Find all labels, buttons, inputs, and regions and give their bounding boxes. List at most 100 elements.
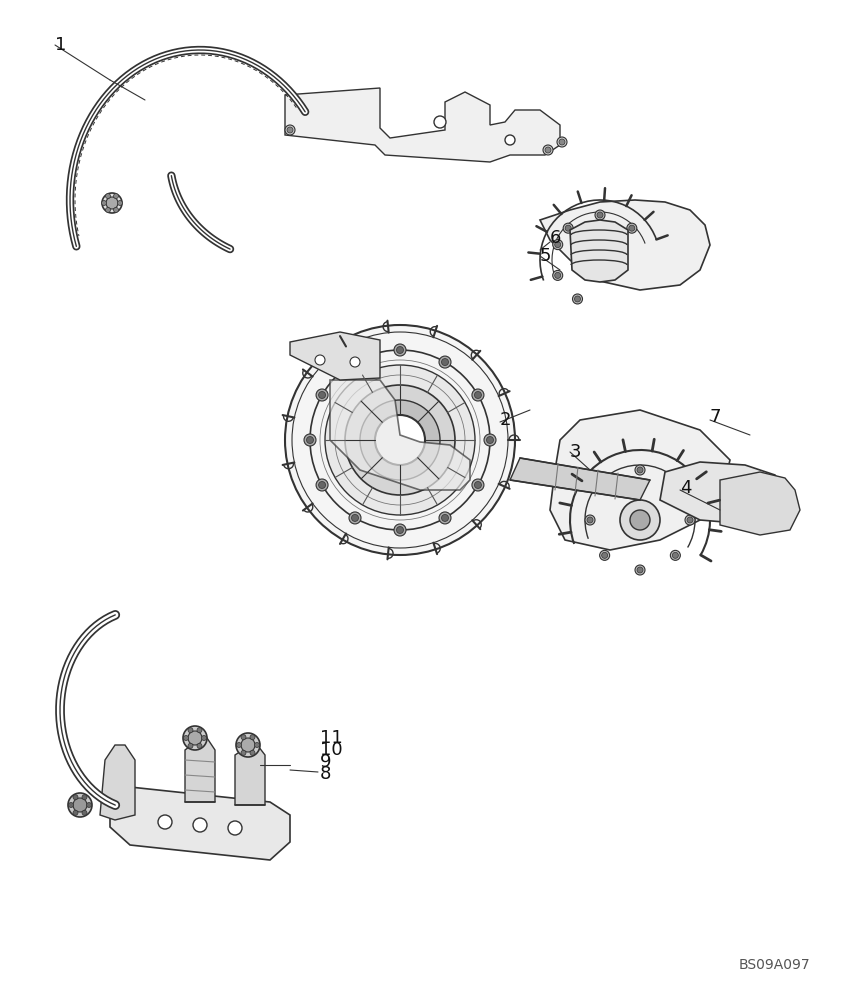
Circle shape	[484, 434, 496, 446]
Circle shape	[627, 223, 637, 233]
Circle shape	[117, 200, 122, 206]
Circle shape	[574, 296, 580, 302]
Circle shape	[236, 733, 260, 757]
Circle shape	[350, 357, 360, 367]
Polygon shape	[510, 458, 650, 500]
Circle shape	[114, 194, 118, 199]
Circle shape	[442, 514, 449, 521]
Circle shape	[188, 731, 202, 745]
Circle shape	[555, 242, 561, 248]
Circle shape	[201, 736, 206, 740]
Circle shape	[82, 810, 87, 815]
Circle shape	[102, 193, 122, 213]
Circle shape	[188, 743, 193, 748]
Circle shape	[250, 750, 255, 755]
Circle shape	[442, 359, 449, 366]
Circle shape	[591, 251, 609, 269]
Circle shape	[685, 515, 695, 525]
Circle shape	[472, 389, 484, 401]
Polygon shape	[570, 220, 628, 282]
Circle shape	[304, 434, 316, 446]
Circle shape	[114, 207, 118, 212]
Circle shape	[587, 517, 593, 523]
Circle shape	[635, 465, 645, 475]
Circle shape	[193, 818, 207, 832]
Circle shape	[352, 359, 359, 366]
Circle shape	[559, 139, 565, 145]
Circle shape	[394, 344, 406, 356]
Circle shape	[620, 500, 660, 540]
Text: 10: 10	[320, 741, 342, 759]
Circle shape	[582, 242, 618, 278]
Polygon shape	[550, 410, 730, 550]
Polygon shape	[100, 745, 135, 820]
Circle shape	[73, 798, 87, 812]
Circle shape	[635, 565, 645, 575]
Circle shape	[316, 389, 328, 401]
Polygon shape	[185, 735, 215, 802]
Polygon shape	[110, 787, 290, 860]
Circle shape	[557, 137, 567, 147]
Circle shape	[287, 127, 293, 133]
Circle shape	[672, 482, 678, 488]
Circle shape	[306, 436, 313, 444]
Circle shape	[250, 735, 255, 740]
Text: BS09A097: BS09A097	[739, 958, 810, 972]
Circle shape	[637, 467, 643, 473]
Circle shape	[285, 125, 295, 135]
Text: 9: 9	[320, 753, 331, 771]
Circle shape	[73, 810, 78, 815]
Circle shape	[254, 742, 259, 748]
Circle shape	[158, 815, 172, 829]
Circle shape	[396, 526, 403, 534]
Circle shape	[316, 479, 328, 491]
Circle shape	[474, 482, 481, 488]
Text: 2: 2	[500, 411, 512, 429]
Circle shape	[670, 550, 681, 560]
Text: 6: 6	[550, 229, 562, 247]
Circle shape	[228, 821, 242, 835]
Circle shape	[73, 795, 78, 800]
Circle shape	[585, 515, 595, 525]
Circle shape	[188, 728, 193, 733]
Circle shape	[472, 479, 484, 491]
Polygon shape	[660, 462, 785, 525]
Polygon shape	[720, 472, 800, 535]
Circle shape	[86, 802, 92, 808]
Circle shape	[68, 802, 74, 808]
Circle shape	[573, 294, 582, 304]
Circle shape	[183, 736, 188, 740]
Circle shape	[106, 197, 118, 209]
Circle shape	[474, 391, 481, 398]
Circle shape	[600, 480, 609, 490]
Circle shape	[600, 550, 609, 560]
Circle shape	[82, 795, 87, 800]
Circle shape	[105, 207, 110, 212]
Circle shape	[315, 355, 325, 365]
Circle shape	[345, 385, 455, 495]
Circle shape	[285, 325, 515, 555]
Text: 7: 7	[710, 408, 722, 426]
Circle shape	[394, 524, 406, 536]
Circle shape	[553, 270, 562, 280]
Circle shape	[553, 240, 562, 250]
Text: 11: 11	[320, 729, 342, 747]
Circle shape	[672, 552, 678, 558]
Circle shape	[687, 517, 693, 523]
Polygon shape	[290, 332, 380, 380]
Circle shape	[602, 482, 608, 488]
Circle shape	[375, 415, 425, 465]
Circle shape	[637, 567, 643, 573]
Circle shape	[349, 512, 361, 524]
Circle shape	[241, 750, 246, 755]
Polygon shape	[330, 380, 470, 490]
Circle shape	[236, 742, 241, 748]
Circle shape	[670, 480, 681, 490]
Circle shape	[241, 735, 246, 740]
Circle shape	[396, 347, 403, 354]
Circle shape	[197, 728, 202, 733]
Circle shape	[352, 514, 359, 521]
Circle shape	[439, 356, 451, 368]
Circle shape	[318, 391, 325, 398]
Text: 5: 5	[540, 247, 551, 265]
